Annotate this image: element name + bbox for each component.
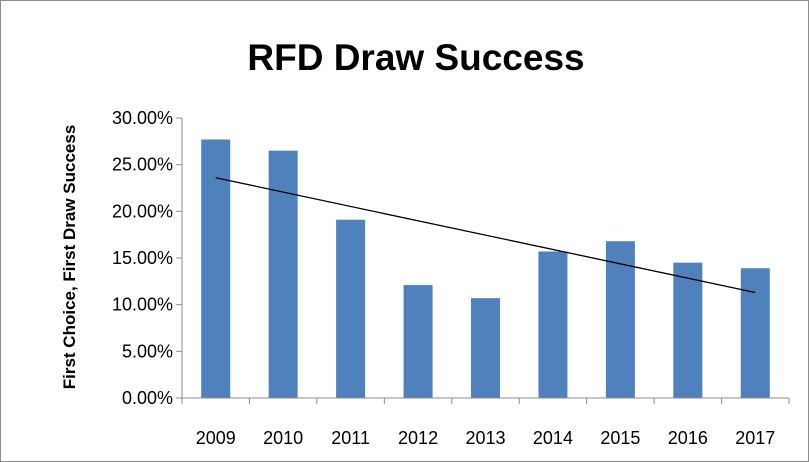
x-tick-label: 2009 — [196, 428, 236, 448]
y-tick-label: 15.00% — [112, 248, 173, 268]
trendline-group — [215, 177, 756, 294]
x-tick-label: 2010 — [263, 428, 303, 448]
bar-2012 — [403, 285, 433, 398]
bar-2010 — [268, 150, 298, 398]
y-tick-label: 20.00% — [112, 201, 173, 221]
bar-2014 — [538, 251, 568, 398]
x-tick-label: 2011 — [331, 428, 370, 448]
axes — [181, 118, 790, 404]
x-tick-label: 2012 — [398, 428, 438, 448]
chart-title: RFD Draw Success — [247, 37, 584, 78]
y-tick-label: 25.00% — [112, 155, 173, 175]
x-axis-ticks: 2009 2010 2011 2012 2013 2014 2015 2016 2017 — [196, 428, 776, 448]
bar-2013 — [471, 298, 500, 398]
bar-2016 — [673, 262, 703, 398]
y-tick-label: 0.00% — [122, 388, 173, 408]
trendline — [215, 177, 756, 294]
bars — [201, 139, 770, 398]
y-tick-label: 5.00% — [122, 341, 173, 361]
x-tick-label: 2016 — [668, 428, 708, 448]
y-axis-ticks: 0.00% 5.00% 10.00% 15.00% 20.00% 25.00% 30.00% — [112, 108, 182, 408]
bar-2009 — [201, 139, 231, 398]
x-tick-label: 2015 — [600, 428, 640, 448]
x-tick-label: 2013 — [465, 428, 505, 448]
bar-2015 — [605, 241, 635, 398]
y-tick-label: 10.00% — [112, 295, 173, 315]
bar-2017 — [740, 268, 770, 398]
x-tick-label: 2017 — [735, 428, 775, 448]
x-tick-label: 2014 — [533, 428, 573, 448]
y-tick-label: 30.00% — [112, 108, 173, 128]
y-axis-label: First Choice, First Draw Success — [60, 125, 79, 390]
bar-2011 — [336, 219, 366, 398]
